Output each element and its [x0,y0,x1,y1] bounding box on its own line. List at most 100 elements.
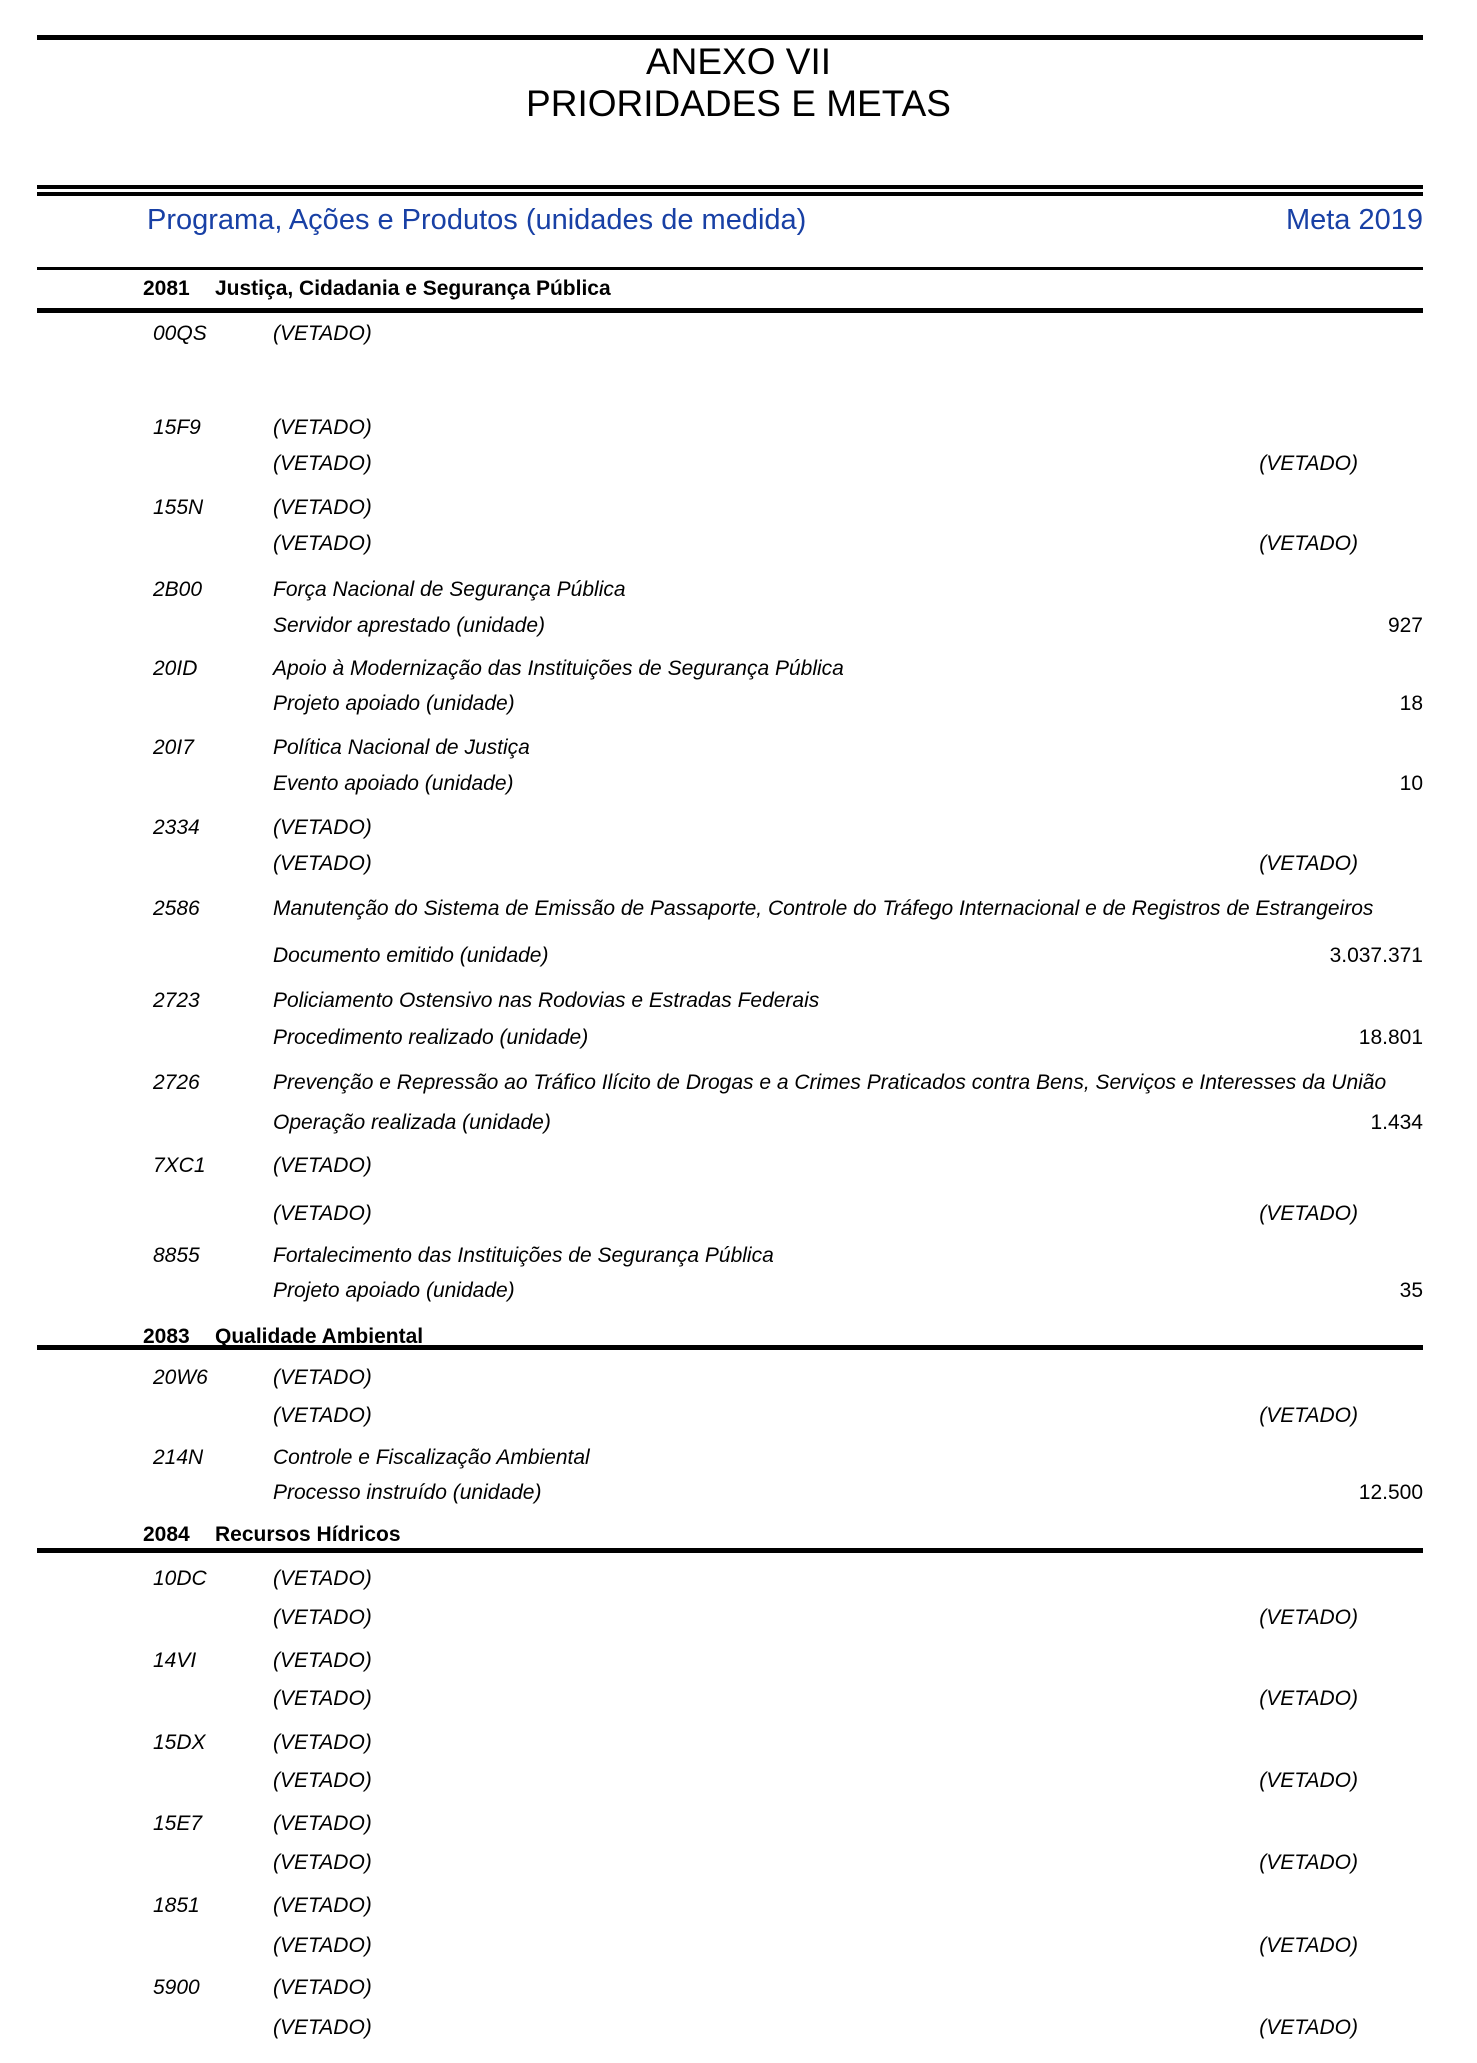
action-description: (VETADO) [273,1366,372,1389]
program-row: 2083 Qualidade Ambiental [0,1325,1477,1351]
action-code: 2723 [153,989,200,1012]
product-label: (VETADO) [273,532,372,555]
action-description: Controle e Fiscalização Ambiental [273,1446,590,1469]
action-code: 00QS [153,322,207,345]
action-description: (VETADO) [273,496,372,519]
meta-value: (VETADO) [1259,1851,1358,1874]
program-rule [37,1345,1423,1350]
product-row: Procedimento realizado (unidade) 18.801 [0,1026,1477,1052]
action-row: 8855 Fortalecimento das Instituições de … [0,1244,1477,1270]
product-label: Servidor aprestado (unidade) [273,614,545,637]
meta-value: 18 [1399,692,1423,715]
product-row: (VETADO) (VETADO) [0,2016,1477,2042]
action-description: Apoio à Modernização das Instituições de… [273,657,844,680]
program-row: 2084 Recursos Hídricos [0,1523,1477,1549]
action-code: 15F9 [153,416,201,439]
program-code: 2083 [143,1325,190,1348]
action-row: 214N Controle e Fiscalização Ambiental [0,1446,1477,1472]
action-row: 20I7 Política Nacional de Justiça [0,736,1477,762]
action-code: 20I7 [153,736,194,759]
product-row: (VETADO) (VETADO) [0,452,1477,478]
action-row: 7XC1 (VETADO) [0,1154,1477,1180]
product-row: Documento emitido (unidade) 3.037.371 [0,944,1477,970]
action-code: 5900 [153,1976,200,1999]
product-label: Procedimento realizado (unidade) [273,1026,589,1049]
product-label: (VETADO) [273,1606,372,1629]
action-code: 8855 [153,1244,200,1267]
product-row: (VETADO) (VETADO) [0,1687,1477,1713]
product-row: Processo instruído (unidade) 12.500 [0,1481,1477,1507]
meta-value: (VETADO) [1259,1404,1358,1427]
meta-value: (VETADO) [1259,532,1358,555]
product-row: (VETADO) (VETADO) [0,1404,1477,1430]
meta-value: 10 [1399,772,1423,795]
action-description: (VETADO) [273,1649,372,1672]
program-row: 2081 Justiça, Cidadania e Segurança Públ… [0,277,1477,303]
program-code: 2081 [143,277,190,300]
action-row: 2726 Prevenção e Repressão ao Tráfico Il… [0,1071,1477,1097]
action-description: Fortalecimento das Instituições de Segur… [273,1244,774,1267]
product-label: (VETADO) [273,852,372,875]
action-row: 14VI (VETADO) [0,1649,1477,1675]
action-description: (VETADO) [273,816,372,839]
action-row: 2334 (VETADO) [0,816,1477,842]
header-bottom-rule [37,267,1423,270]
product-label: Projeto apoiado (unidade) [273,1279,515,1302]
action-row: 1851 (VETADO) [0,1894,1477,1920]
program-title: Qualidade Ambiental [215,1325,424,1348]
meta-value: 12.500 [1358,1481,1423,1504]
column-header-programs: Programa, Ações e Produtos (unidades de … [147,204,807,236]
meta-value: (VETADO) [1259,1606,1358,1629]
product-label: Evento apoiado (unidade) [273,772,514,795]
action-code: 214N [153,1446,204,1469]
action-description: Policiamento Ostensivo nas Rodovias e Es… [273,989,820,1012]
meta-value: 927 [1387,614,1423,637]
product-row: Servidor aprestado (unidade) 927 [0,614,1477,640]
action-code: 2726 [153,1071,200,1094]
action-description: (VETADO) [273,1976,372,1999]
action-description: (VETADO) [273,1567,372,1590]
product-row: (VETADO) (VETADO) [0,1606,1477,1632]
action-code: 20ID [153,657,198,680]
product-row: Projeto apoiado (unidade) 18 [0,692,1477,718]
product-row: (VETADO) (VETADO) [0,1202,1477,1228]
action-row: 00QS (VETADO) [0,322,1477,348]
program-rule [37,1548,1423,1553]
program-code: 2084 [143,1523,190,1546]
product-label: (VETADO) [273,1687,372,1710]
action-description: (VETADO) [273,1812,372,1835]
action-description: Prevenção e Repressão ao Tráfico Ilícito… [273,1071,1387,1094]
program-title: Recursos Hídricos [215,1523,401,1546]
product-label: Documento emitido (unidade) [273,944,549,967]
document-title-line1: ANEXO VII [645,41,832,82]
meta-value: (VETADO) [1259,1687,1358,1710]
meta-value: (VETADO) [1259,1934,1358,1957]
action-code: 10DC [153,1567,207,1590]
action-row: 155N (VETADO) [0,496,1477,522]
action-code: 14VI [153,1649,197,1672]
action-code: 2B00 [153,578,203,601]
action-code: 1851 [153,1894,200,1917]
product-row: (VETADO) (VETADO) [0,1851,1477,1877]
product-row: Evento apoiado (unidade) 10 [0,772,1477,798]
action-row: 20ID Apoio à Modernização das Instituiçõ… [0,657,1477,683]
product-label: (VETADO) [273,1202,372,1225]
product-label: Processo instruído (unidade) [273,1481,542,1504]
product-row: Operação realizada (unidade) 1.434 [0,1111,1477,1137]
action-row: 15E7 (VETADO) [0,1812,1477,1838]
action-code: 15DX [153,1731,206,1754]
product-row: (VETADO) (VETADO) [0,1934,1477,1960]
program-rule [37,308,1423,313]
document-title-line2: PRIORIDADES E METAS [526,83,951,124]
product-row: (VETADO) (VETADO) [0,852,1477,878]
product-row: (VETADO) (VETADO) [0,532,1477,558]
action-description: (VETADO) [273,1154,372,1177]
program-title: Justiça, Cidadania e Segurança Pública [215,277,611,300]
product-label: (VETADO) [273,1404,372,1427]
action-row: 15F9 (VETADO) [0,416,1477,442]
action-description: Manutenção do Sistema de Emissão de Pass… [273,897,1374,920]
meta-value: 1.434 [1370,1111,1423,1134]
action-row: 20W6 (VETADO) [0,1366,1477,1392]
product-label: (VETADO) [273,1851,372,1874]
